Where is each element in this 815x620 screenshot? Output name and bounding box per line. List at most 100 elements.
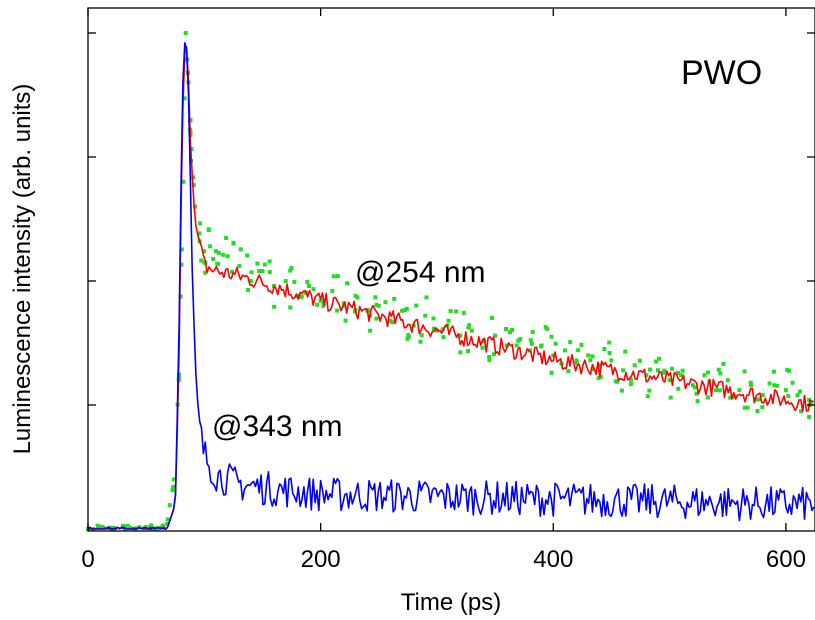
data-point [579, 342, 584, 347]
data-point [615, 379, 620, 384]
data-point [772, 383, 777, 388]
data-point [705, 370, 710, 375]
data-point [267, 270, 272, 275]
data-point [431, 316, 436, 321]
data-point [392, 296, 397, 301]
data-point [155, 527, 159, 531]
data-point [267, 259, 272, 264]
data-point [454, 309, 459, 314]
data-point [292, 280, 297, 284]
data-point [657, 356, 661, 361]
x-tick-label: 200 [301, 546, 341, 573]
data-point [315, 302, 320, 307]
data-point [418, 339, 423, 344]
data-point [693, 385, 698, 390]
data-point [576, 348, 581, 353]
data-point [441, 335, 446, 340]
data-point [716, 367, 721, 372]
data-point [795, 393, 800, 398]
data-point [179, 262, 184, 267]
data-point [376, 303, 381, 308]
data-point [272, 304, 277, 309]
data-point [249, 270, 254, 275]
data-point [668, 395, 673, 400]
data-point [383, 300, 388, 305]
data-point [128, 525, 133, 530]
annotation-254nm: @254 nm [355, 256, 486, 289]
data-point [545, 326, 549, 331]
data-point [510, 327, 515, 332]
data-point [400, 308, 405, 313]
data-point [787, 368, 792, 373]
data-point [237, 264, 242, 269]
data-point [607, 340, 612, 345]
data-point [798, 389, 802, 394]
annotation-pwo: PWO [681, 54, 762, 92]
data-point [648, 367, 652, 372]
data-point [725, 378, 730, 383]
data-point [508, 330, 512, 335]
data-point [125, 523, 130, 528]
data-point [202, 249, 207, 254]
data-point [466, 349, 470, 354]
data-point [231, 241, 236, 246]
data-point [609, 358, 614, 363]
data-point [172, 477, 177, 482]
data-point [305, 280, 310, 284]
data-point [504, 343, 509, 348]
data-point [248, 279, 253, 283]
data-point [458, 350, 463, 355]
data-point [528, 348, 532, 353]
data-point [538, 344, 543, 349]
data-point [714, 388, 719, 393]
data-point [528, 338, 533, 343]
data-point [419, 333, 424, 338]
data-point [492, 352, 497, 357]
data-point [216, 250, 221, 255]
x-tick-label: 600 [766, 546, 806, 573]
data-point [182, 96, 187, 101]
data-point [202, 260, 207, 265]
data-point [754, 397, 759, 402]
data-point [680, 368, 685, 373]
data-point [628, 382, 633, 386]
data-point [676, 386, 681, 391]
data-point [661, 370, 666, 375]
data-point [596, 376, 601, 381]
data-point [637, 358, 642, 363]
data-point [257, 269, 262, 274]
data-point [621, 368, 626, 373]
data-point [120, 524, 125, 528]
data-point [406, 334, 411, 339]
data-point [461, 310, 466, 315]
data-point [183, 31, 188, 35]
data-point [679, 373, 684, 378]
data-point [203, 270, 208, 275]
ticks-layer [87, 8, 815, 531]
data-point [760, 393, 765, 398]
data-point [760, 405, 765, 410]
data-point [568, 340, 573, 345]
data-point [676, 371, 680, 375]
data-point [446, 318, 451, 323]
data-point [230, 269, 234, 274]
data-point [95, 523, 100, 528]
data-point [374, 302, 379, 307]
data-point [170, 488, 175, 493]
data-point [343, 318, 348, 323]
data-point [602, 347, 607, 351]
data-point [171, 484, 176, 489]
data-point [179, 247, 184, 252]
data-point [368, 328, 373, 333]
data-point [403, 308, 408, 313]
data-point [246, 287, 251, 292]
data-point [628, 377, 633, 382]
data-point [742, 369, 747, 374]
data-point [590, 354, 595, 359]
data-point [632, 363, 637, 368]
data-point [799, 409, 804, 414]
data-point [262, 262, 267, 267]
data-point [514, 343, 519, 348]
data-point [100, 524, 105, 529]
data-point [745, 405, 750, 410]
